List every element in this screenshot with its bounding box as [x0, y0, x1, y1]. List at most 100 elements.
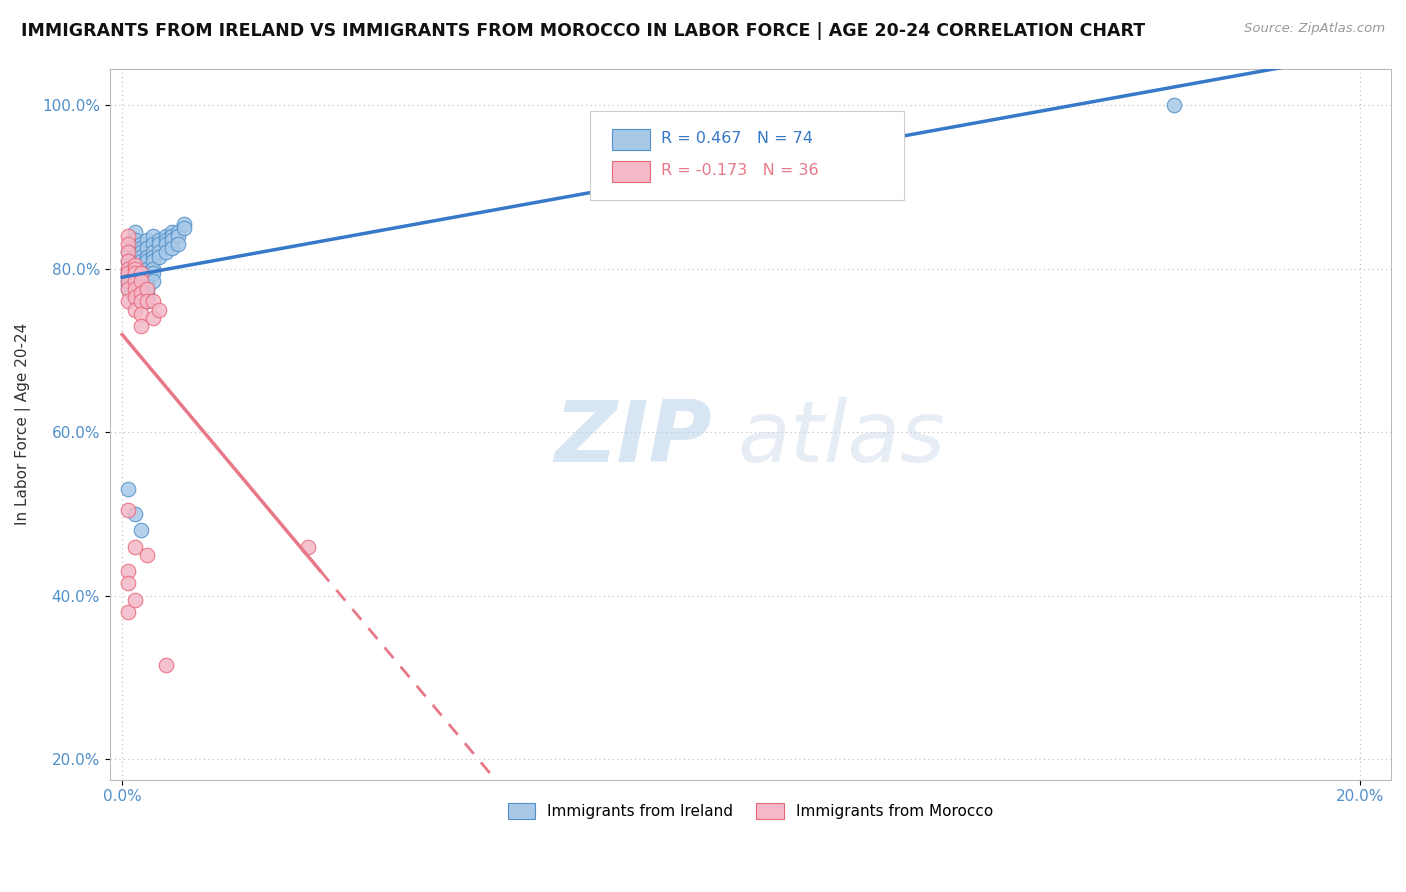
Point	[129, 307, 152, 321]
Point	[129, 241, 152, 255]
Point	[117, 261, 139, 276]
Point	[148, 302, 170, 317]
Point	[297, 540, 319, 554]
Point	[117, 266, 139, 280]
Text: IMMIGRANTS FROM IRELAND VS IMMIGRANTS FROM MOROCCO IN LABOR FORCE | AGE 20-24 CO: IMMIGRANTS FROM IRELAND VS IMMIGRANTS FR…	[21, 22, 1146, 40]
Point	[136, 548, 159, 562]
Point	[142, 274, 165, 288]
Point	[136, 233, 159, 247]
Point	[129, 253, 152, 268]
Point	[142, 229, 165, 244]
Point	[124, 274, 146, 288]
Point	[129, 274, 152, 288]
Point	[124, 290, 146, 304]
Point	[142, 250, 165, 264]
Point	[129, 286, 152, 301]
Point	[117, 245, 139, 260]
Point	[129, 250, 152, 264]
Point	[124, 253, 146, 268]
Point	[136, 253, 159, 268]
Point	[155, 233, 177, 247]
Point	[148, 245, 170, 260]
Point	[173, 220, 195, 235]
Point	[117, 564, 139, 578]
Point	[155, 237, 177, 252]
Point	[148, 233, 170, 247]
Point	[117, 274, 139, 288]
Point	[124, 258, 146, 272]
Point	[129, 294, 152, 309]
Point	[124, 266, 146, 280]
Bar	[612, 161, 651, 182]
Point	[117, 253, 139, 268]
Point	[124, 233, 146, 247]
Text: R = 0.467   N = 74: R = 0.467 N = 74	[661, 131, 813, 145]
Point	[129, 278, 152, 293]
Point	[117, 282, 139, 296]
Point	[129, 261, 152, 276]
Point	[124, 290, 146, 304]
Point	[124, 302, 146, 317]
Point	[124, 225, 146, 239]
Y-axis label: In Labor Force | Age 20-24: In Labor Force | Age 20-24	[15, 323, 31, 525]
Point	[155, 229, 177, 244]
Point	[124, 261, 146, 276]
Bar	[612, 129, 651, 150]
Legend: Immigrants from Ireland, Immigrants from Morocco: Immigrants from Ireland, Immigrants from…	[502, 797, 1000, 825]
Point	[173, 217, 195, 231]
Point	[136, 261, 159, 276]
Point	[142, 261, 165, 276]
Point	[117, 278, 139, 293]
Point	[124, 261, 146, 276]
FancyBboxPatch shape	[591, 112, 904, 200]
Point	[160, 241, 183, 255]
Point	[124, 274, 146, 288]
Point	[117, 253, 139, 268]
Point	[124, 540, 146, 554]
Point	[129, 266, 152, 280]
Point	[129, 294, 152, 309]
Point	[117, 229, 139, 244]
Point	[136, 286, 159, 301]
Point	[117, 294, 139, 309]
Text: atlas: atlas	[738, 397, 946, 480]
Point	[160, 225, 183, 239]
Point	[142, 245, 165, 260]
Point	[142, 294, 165, 309]
Point	[142, 237, 165, 252]
Point	[124, 266, 146, 280]
Point	[129, 245, 152, 260]
Point	[117, 483, 139, 497]
Point	[129, 318, 152, 333]
Point	[136, 294, 159, 309]
Point	[124, 278, 146, 293]
Point	[129, 266, 152, 280]
Point	[136, 266, 159, 280]
Point	[142, 253, 165, 268]
Point	[136, 250, 159, 264]
Point	[136, 282, 159, 296]
Point	[136, 241, 159, 255]
Point	[124, 282, 146, 296]
Point	[160, 229, 183, 244]
Point	[136, 282, 159, 296]
Point	[124, 269, 146, 284]
Point	[167, 237, 190, 252]
Point	[129, 524, 152, 538]
Point	[148, 237, 170, 252]
Point	[167, 229, 190, 244]
Point	[124, 241, 146, 255]
Point	[129, 274, 152, 288]
Point	[117, 261, 139, 276]
Point	[136, 290, 159, 304]
Point	[117, 282, 139, 296]
Point	[124, 592, 146, 607]
Point	[142, 310, 165, 325]
Point	[155, 658, 177, 673]
Text: Source: ZipAtlas.com: Source: ZipAtlas.com	[1244, 22, 1385, 36]
Point	[117, 503, 139, 517]
Point	[129, 286, 152, 301]
Text: R = -0.173   N = 36: R = -0.173 N = 36	[661, 162, 818, 178]
Point	[117, 576, 139, 591]
Point	[136, 294, 159, 309]
